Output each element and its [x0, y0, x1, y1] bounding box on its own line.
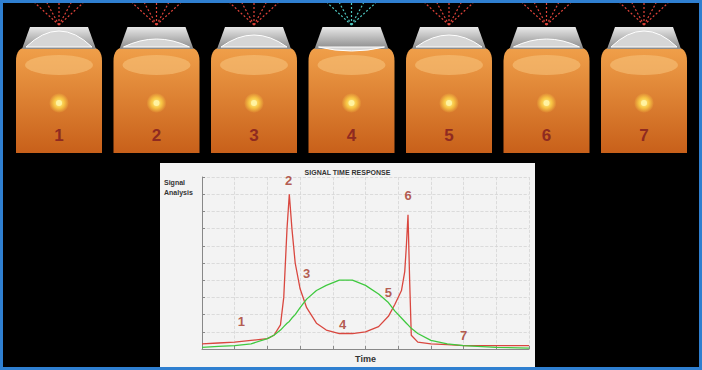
svg-text:Analysis: Analysis [164, 189, 193, 197]
svg-text:5: 5 [385, 285, 392, 300]
svg-text:6: 6 [404, 188, 411, 203]
svg-text:4: 4 [347, 126, 357, 145]
svg-text:SIGNAL TIME RESPONSE: SIGNAL TIME RESPONSE [305, 169, 391, 176]
svg-text:3: 3 [249, 126, 258, 145]
svg-text:7: 7 [460, 328, 467, 343]
svg-text:4: 4 [339, 317, 347, 332]
svg-text:6: 6 [542, 126, 551, 145]
svg-text:Signal: Signal [164, 179, 187, 187]
svg-text:Time: Time [355, 354, 376, 364]
svg-text:7: 7 [639, 126, 648, 145]
svg-text:2: 2 [152, 126, 161, 145]
svg-text:1: 1 [54, 126, 63, 145]
svg-text:2: 2 [285, 173, 292, 188]
svg-text:5: 5 [444, 126, 453, 145]
svg-text:3: 3 [303, 266, 310, 281]
svg-text:1: 1 [238, 314, 245, 329]
